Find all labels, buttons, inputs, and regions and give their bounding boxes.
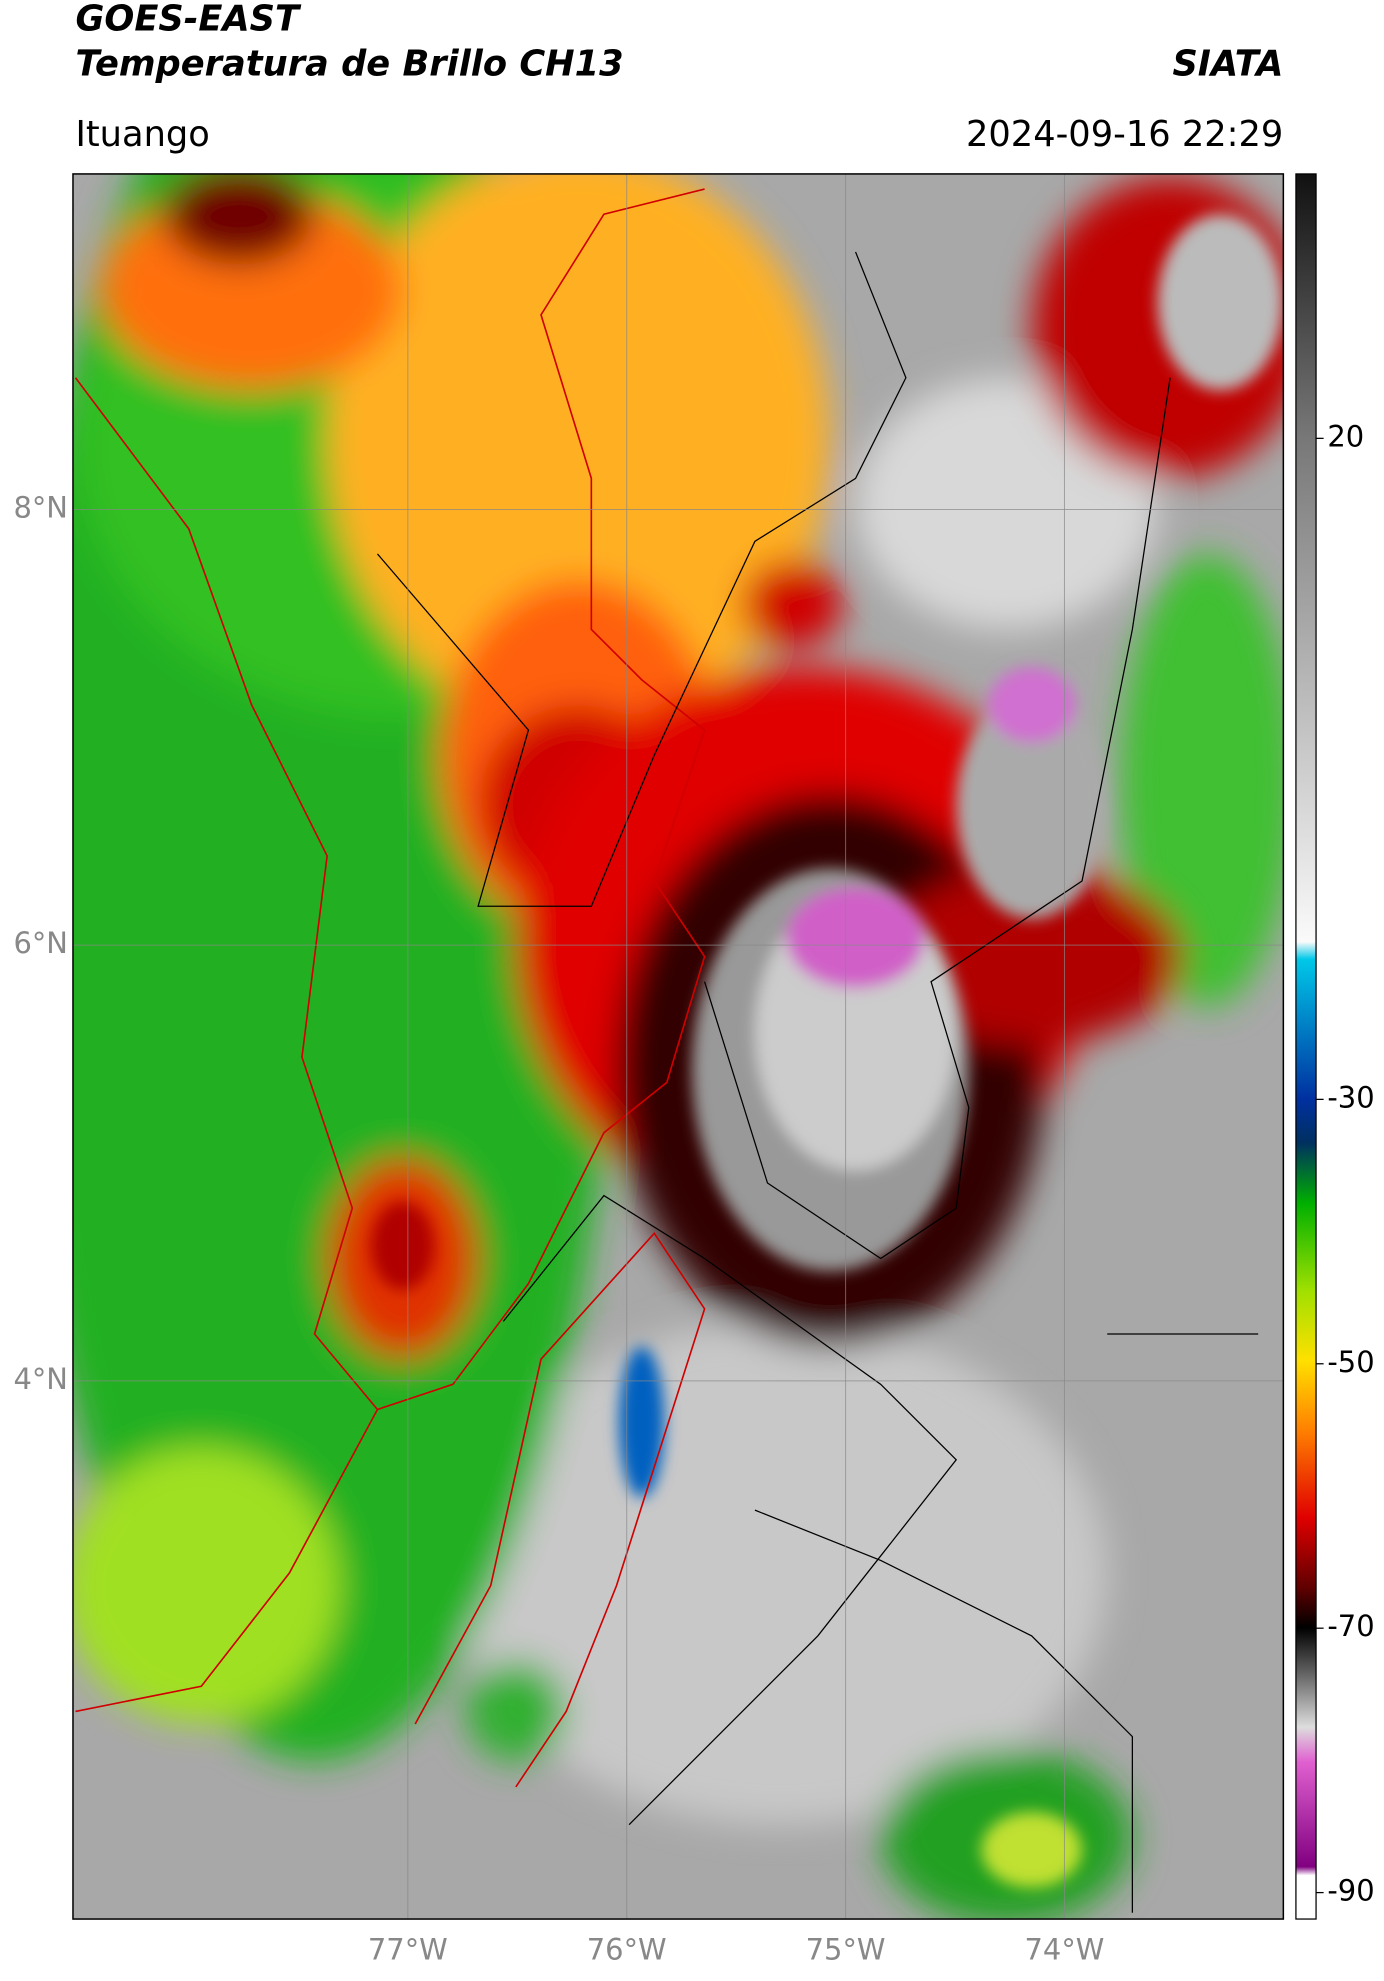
colorbar-tick-label: -70 (1327, 1609, 1374, 1643)
subtitle: Temperatura de Brillo CH13 (75, 44, 623, 85)
lon-tick-label: 76°W (587, 1933, 667, 1967)
lon-tick-label: 75°W (806, 1933, 886, 1967)
colorbar-tick-label: -30 (1327, 1080, 1374, 1114)
lat-tick-label: 6°N (13, 926, 68, 960)
colorbar-tick-label: 20 (1327, 419, 1364, 453)
map-frame (72, 173, 1285, 1920)
lat-tick-label: 4°N (13, 1362, 68, 1396)
satellite-image (72, 173, 1284, 1920)
lon-tick-label: 77°W (368, 1933, 448, 1967)
source: SIATA (1172, 44, 1283, 85)
colorbar (1295, 173, 1317, 1920)
lat-tick-label: 8°N (13, 490, 68, 524)
colorbar-tick-label: -90 (1327, 1874, 1374, 1908)
location: Ituango (75, 114, 209, 155)
lon-tick-label: 74°W (1025, 1933, 1105, 1967)
colorbar-tick-label: -50 (1327, 1345, 1374, 1379)
datetime: 2024-09-16 22:29 (966, 114, 1283, 155)
title: GOES-EAST (75, 0, 302, 39)
